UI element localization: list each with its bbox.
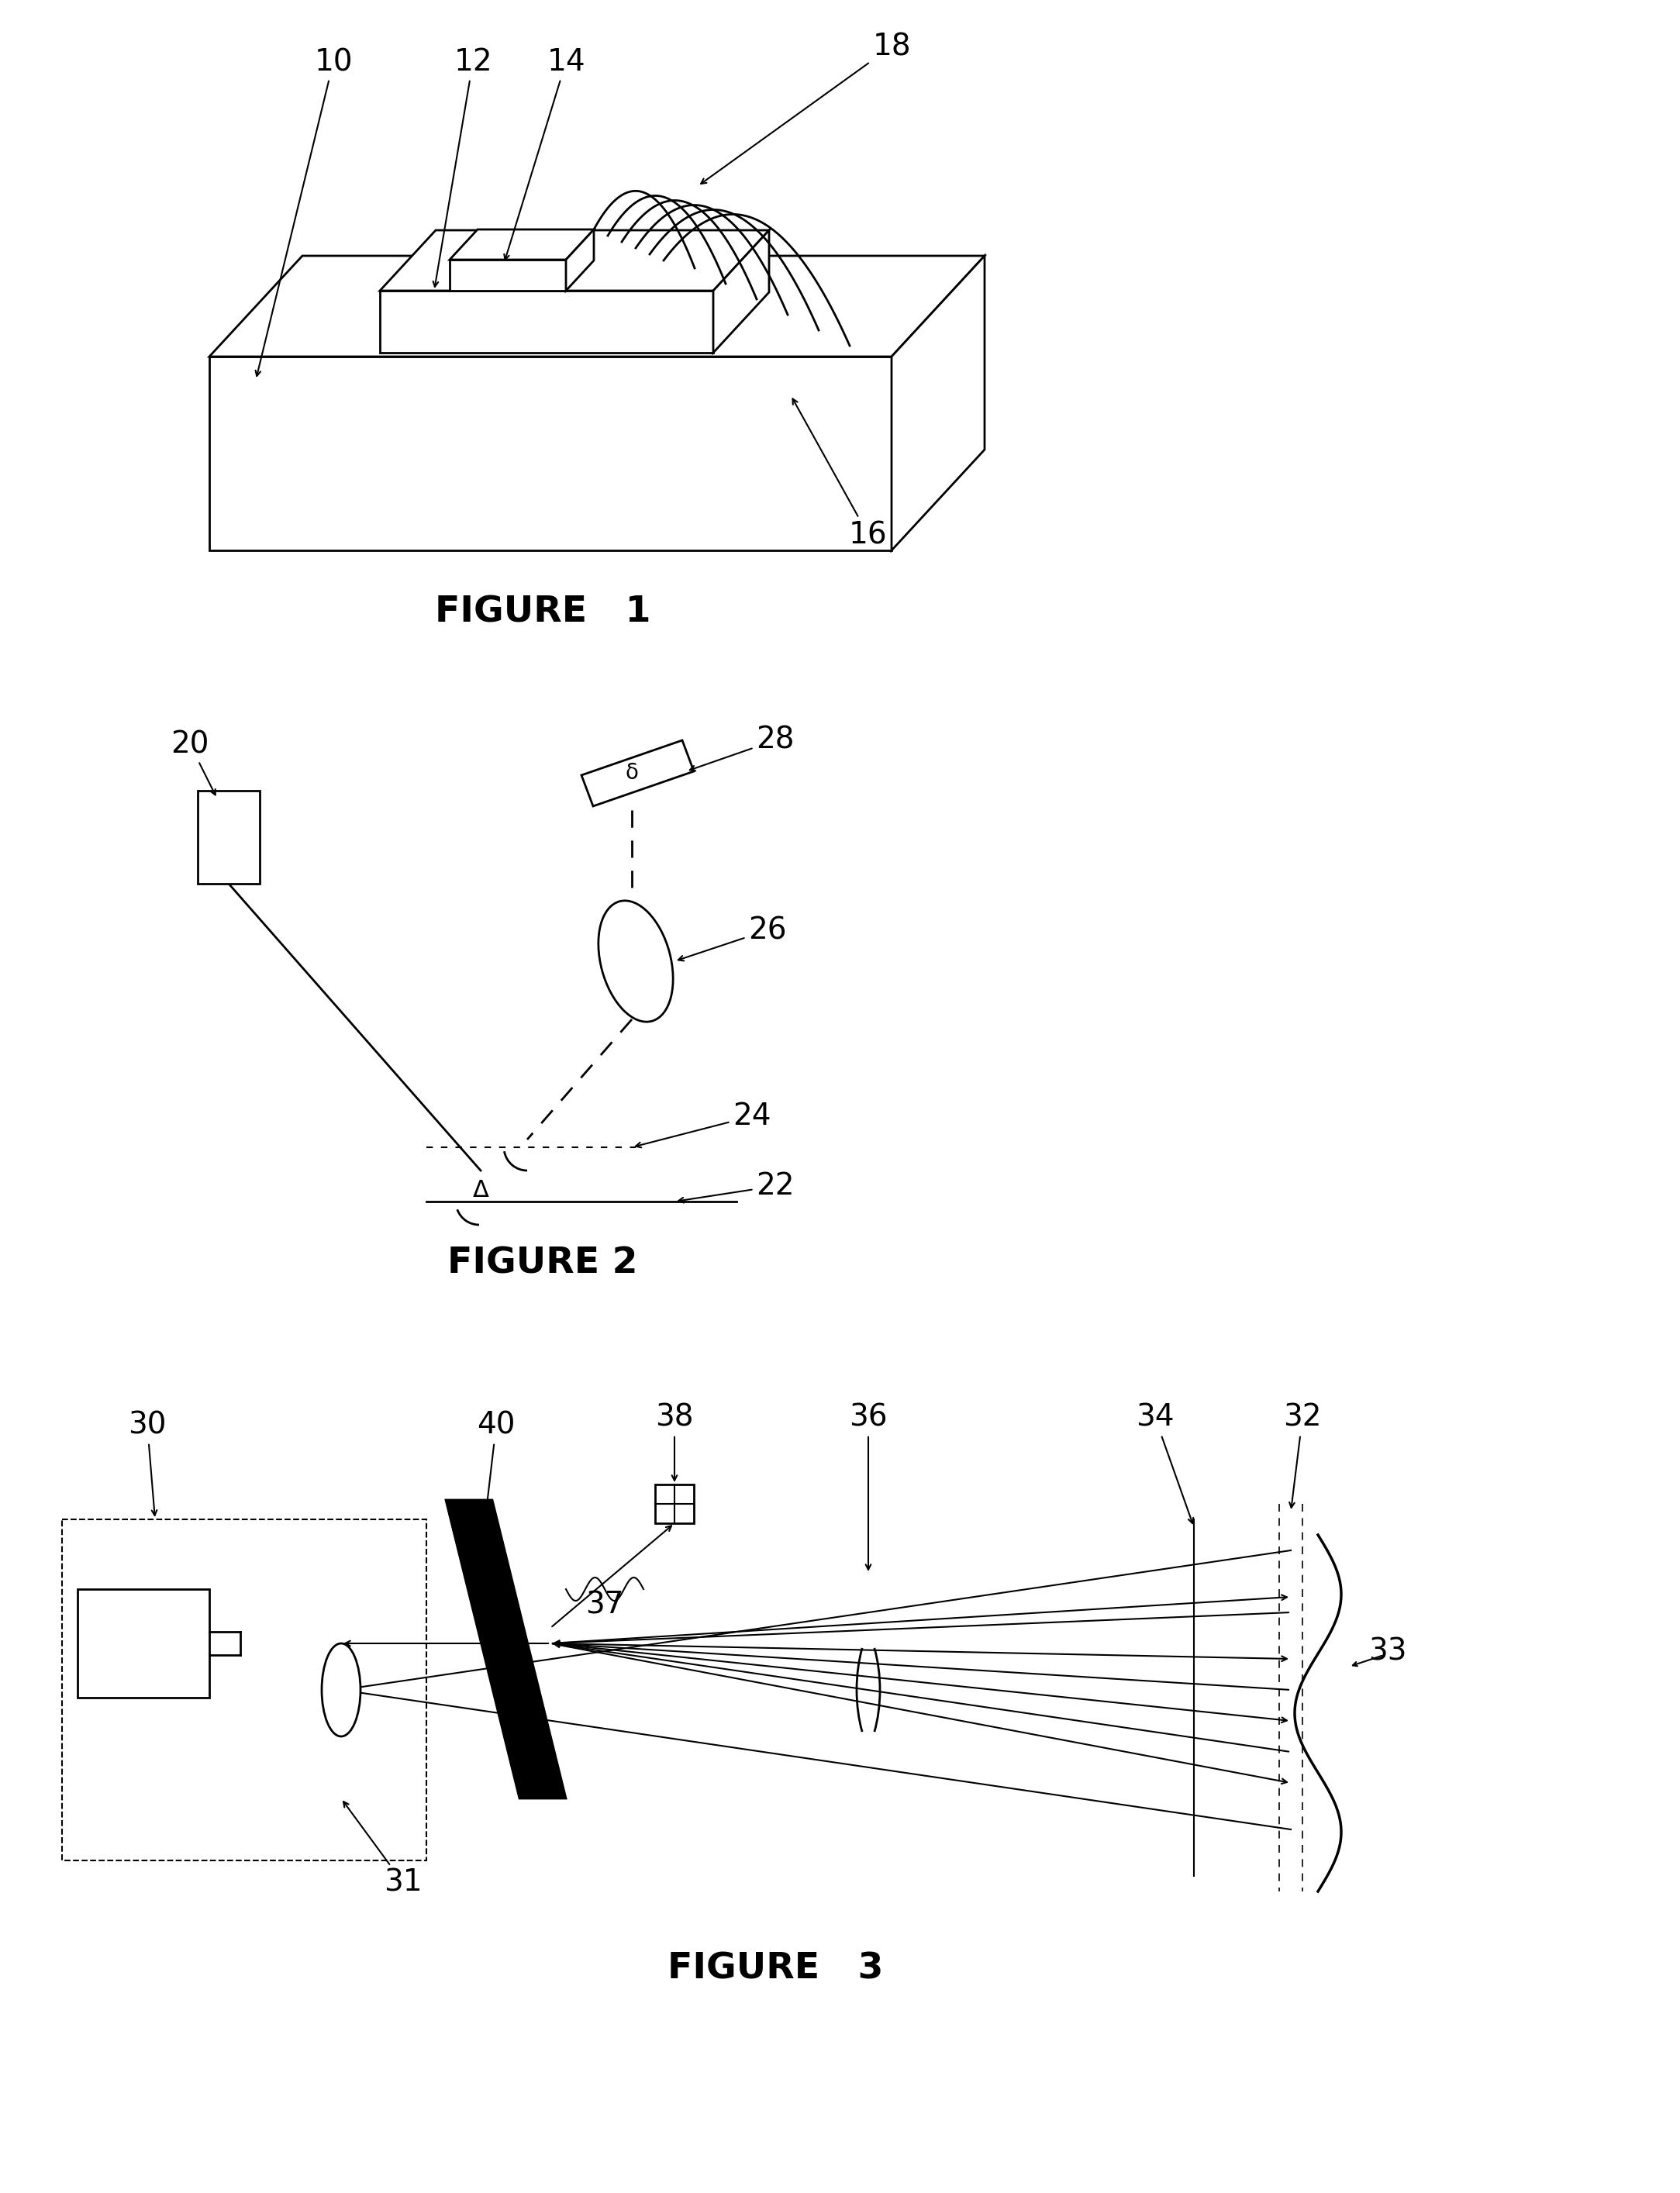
Polygon shape [450, 230, 593, 259]
Text: 24: 24 [635, 1101, 771, 1147]
Text: FIGURE   1: FIGURE 1 [435, 594, 650, 629]
Polygon shape [77, 1590, 210, 1697]
Text: 26: 26 [679, 914, 786, 961]
Polygon shape [210, 257, 984, 357]
Polygon shape [380, 292, 714, 353]
Polygon shape [198, 792, 260, 884]
Polygon shape [566, 230, 593, 292]
Polygon shape [581, 741, 694, 807]
Polygon shape [445, 1500, 566, 1798]
Polygon shape [655, 1485, 694, 1524]
Polygon shape [380, 230, 769, 292]
Text: 37: 37 [585, 1590, 623, 1618]
Ellipse shape [598, 901, 674, 1022]
Text: 12: 12 [433, 48, 492, 287]
Text: 10: 10 [255, 48, 353, 375]
Text: FIGURE   3: FIGURE 3 [667, 1952, 884, 1987]
Text: Δ: Δ [472, 1178, 489, 1202]
Text: 30: 30 [128, 1410, 166, 1515]
Text: 36: 36 [848, 1404, 887, 1570]
Text: 28: 28 [690, 726, 795, 770]
Text: 31: 31 [343, 1803, 422, 1897]
Text: δ: δ [625, 761, 638, 783]
Text: 20: 20 [171, 730, 215, 794]
Text: 34: 34 [1136, 1404, 1193, 1524]
Text: 32: 32 [1284, 1404, 1322, 1507]
Polygon shape [450, 259, 566, 292]
Text: 16: 16 [793, 399, 887, 550]
Text: 40: 40 [477, 1410, 516, 1555]
Text: 33: 33 [1369, 1636, 1406, 1667]
Ellipse shape [323, 1643, 361, 1737]
Text: 38: 38 [655, 1404, 694, 1480]
Polygon shape [210, 357, 892, 550]
Text: 18: 18 [701, 31, 911, 184]
Text: 14: 14 [504, 48, 585, 259]
Text: FIGURE 2: FIGURE 2 [447, 1246, 638, 1281]
Polygon shape [714, 230, 769, 353]
Polygon shape [892, 257, 984, 550]
Text: 22: 22 [679, 1171, 795, 1202]
